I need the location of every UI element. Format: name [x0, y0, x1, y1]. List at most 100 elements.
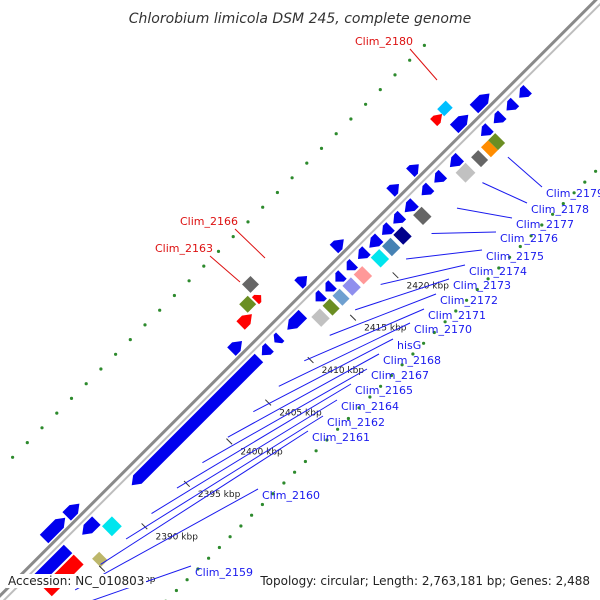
- label-leader: [202, 368, 368, 464]
- gc-dot: [368, 395, 372, 399]
- gc-dot: [572, 191, 576, 195]
- tick-mark: [141, 523, 148, 530]
- cds-arrow: [358, 246, 371, 259]
- gc-dot: [228, 535, 232, 539]
- gc-dot: [305, 161, 309, 165]
- label-leader: [100, 430, 309, 565]
- gene-label: Clim_2164: [341, 400, 399, 413]
- cds-arrow: [449, 152, 464, 168]
- cds-arrow: [382, 222, 395, 235]
- label-leader: [304, 308, 425, 362]
- gc-dot: [475, 287, 479, 292]
- cds-arrow: [315, 290, 327, 302]
- gene-label: Clim_2163: [155, 242, 213, 255]
- gene-label: Clim_2180: [355, 35, 413, 48]
- label-leader: [125, 415, 324, 540]
- gene-label: Clim_2161: [312, 431, 370, 444]
- gc-dot: [216, 249, 221, 253]
- gc-dot: [314, 449, 318, 453]
- cds-arrow: [369, 233, 384, 248]
- cds-arrow: [346, 259, 358, 271]
- gc-dot: [518, 244, 522, 249]
- gc-dot: [231, 235, 235, 239]
- label-leader: [74, 488, 259, 591]
- tick-label: 2410 kbp: [322, 366, 365, 376]
- cds-block: [239, 295, 257, 313]
- cds-arrow: [329, 239, 344, 254]
- gene-label: Clim_2160: [262, 489, 320, 502]
- gene-label: Clim_2168: [383, 354, 441, 367]
- cds-arrow: [449, 114, 469, 134]
- cds-block: [488, 133, 506, 151]
- label-leader: [354, 278, 450, 311]
- label-leader: [209, 255, 241, 283]
- cds-arrow: [519, 85, 532, 98]
- cds-arrow: [421, 182, 435, 196]
- cds-arrow: [493, 110, 507, 124]
- gc-dot: [55, 411, 59, 415]
- rna-arrow: [430, 114, 443, 127]
- cds-block: [437, 100, 453, 117]
- gc-dot: [143, 323, 147, 327]
- gc-dot: [260, 502, 264, 507]
- gc-dot: [465, 298, 469, 302]
- cds-block: [471, 150, 489, 168]
- tick-label: 2400 kbp: [240, 447, 283, 457]
- gc-dot: [293, 470, 297, 474]
- label-leader: [329, 293, 437, 336]
- gene-label: Clim_2171: [428, 309, 486, 322]
- gc-dot: [207, 556, 211, 560]
- cds-arrow: [227, 341, 242, 356]
- tick-mark: [226, 438, 233, 445]
- gene-label: Clim_2178: [531, 203, 589, 216]
- gene-label: Clim_2167: [371, 369, 429, 382]
- gc-dot: [422, 43, 426, 48]
- gene-label: hisG: [397, 339, 421, 352]
- cds-arrow: [261, 343, 274, 356]
- cds-block: [455, 162, 476, 183]
- label-leader: [456, 207, 513, 219]
- gc-dot: [540, 223, 544, 227]
- gc-dot: [114, 352, 118, 356]
- gc-dot: [443, 320, 447, 324]
- cds-block: [92, 551, 108, 568]
- tick-label: 2395 kbp: [198, 490, 241, 500]
- gc-dot: [349, 117, 353, 121]
- label-leader: [380, 264, 466, 285]
- rna-arrow: [236, 314, 252, 330]
- tick-mark: [264, 399, 272, 406]
- gc-dot: [389, 373, 393, 378]
- cds-block: [382, 237, 401, 257]
- tick-mark: [307, 356, 314, 364]
- gc-dot: [379, 384, 383, 388]
- cds-arrow: [469, 93, 490, 114]
- tick-mark: [98, 565, 106, 572]
- gc-dot: [187, 279, 191, 283]
- cds-block: [311, 308, 330, 327]
- gene-label: Clim_2162: [327, 416, 385, 429]
- tick-label: 2390 kbp: [156, 532, 199, 542]
- gc-dot: [432, 330, 436, 335]
- gc-dot: [196, 567, 200, 571]
- cds-block: [413, 206, 432, 225]
- gc-dot: [158, 308, 162, 312]
- label-leader: [482, 182, 528, 204]
- tick-mark: [349, 314, 357, 321]
- gc-dot: [275, 190, 279, 195]
- feature-track: [29, 85, 532, 597]
- cds-arrow: [325, 280, 337, 292]
- gene-label: Clim_2170: [414, 323, 472, 336]
- gene-label: Clim_2177: [516, 218, 574, 231]
- cds-block: [102, 516, 122, 537]
- gc-dot: [346, 416, 350, 421]
- gc-dot: [325, 438, 329, 442]
- map-title: Chlorobium limicola DSM 245, complete ge…: [129, 11, 472, 27]
- label-leader: [253, 338, 394, 413]
- gc-dot: [40, 426, 44, 430]
- gene-label: Clim_2179: [546, 187, 600, 200]
- cds-block: [342, 277, 361, 296]
- gc-dot: [400, 363, 404, 367]
- gc-dot: [551, 212, 555, 216]
